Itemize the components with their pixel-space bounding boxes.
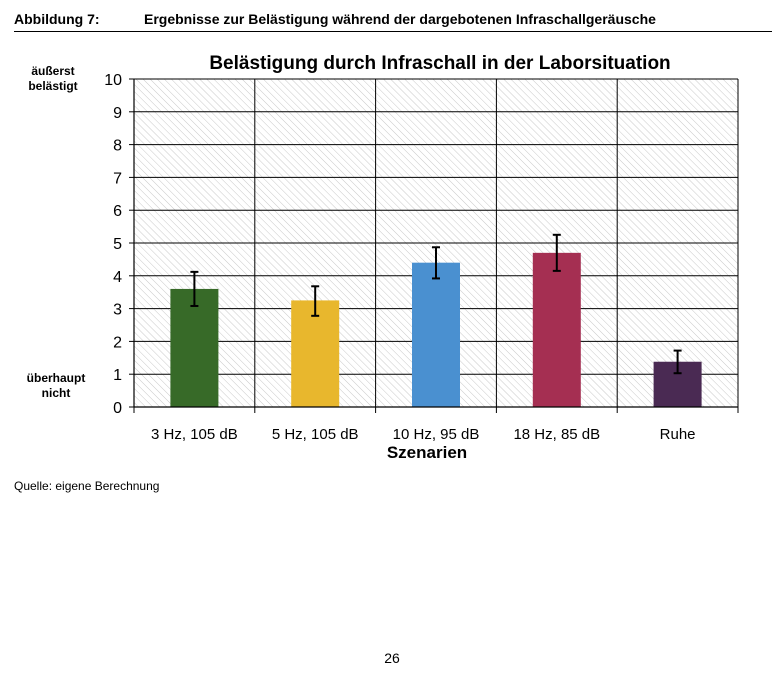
x-axis-title: Szenarien	[387, 443, 467, 462]
chart-title: Belästigung durch Infraschall in der Lab…	[209, 53, 670, 74]
x-tick-label: 3 Hz, 105 dB	[151, 426, 238, 443]
bar	[412, 262, 460, 407]
y-tick-label: 9	[113, 105, 122, 122]
y-tick-label: 6	[113, 203, 122, 220]
source-note: Quelle: eigene Berechnung	[14, 479, 160, 493]
bar	[170, 288, 219, 407]
bar	[291, 300, 340, 407]
x-tick-label: Ruhe	[660, 426, 696, 443]
y-tick-label: 3	[113, 302, 122, 319]
figure-label: Abbildung 7:	[14, 11, 100, 27]
y-tick-label: 8	[113, 138, 122, 155]
y-tick-label: 2	[113, 334, 122, 351]
x-tick-label: 10 Hz, 95 dB	[393, 426, 480, 443]
figure-heading: Abbildung 7: Ergebnisse zur Belästigung w…	[14, 10, 772, 32]
y-tick-label: 7	[113, 170, 122, 187]
x-tick-label: 18 Hz, 85 dB	[513, 426, 600, 443]
y-top-label: äußerst belästigt	[28, 64, 77, 93]
y-tick-label: 4	[113, 269, 122, 286]
bar	[532, 252, 581, 407]
y-tick-label: 5	[113, 236, 122, 253]
page-number: 26	[384, 650, 400, 666]
plot-area: 0 1 2 3 4 5 6 7 8 9 10 3 Hz, 105 dB 5 Hz, 105 dB 10 H…	[104, 72, 739, 443]
y-tick-label: 1	[113, 367, 122, 384]
y-tick-label: 10	[104, 72, 122, 89]
y-tick-label: 0	[113, 400, 122, 417]
y-bottom-label: überhaupt nicht	[27, 371, 86, 400]
figure-caption: Ergebnisse zur Belästigung während der d…	[144, 11, 656, 27]
x-tick-label: 5 Hz, 105 dB	[272, 426, 359, 443]
bar-chart: Belästigung durch Infraschall in der Lab…	[27, 53, 739, 462]
